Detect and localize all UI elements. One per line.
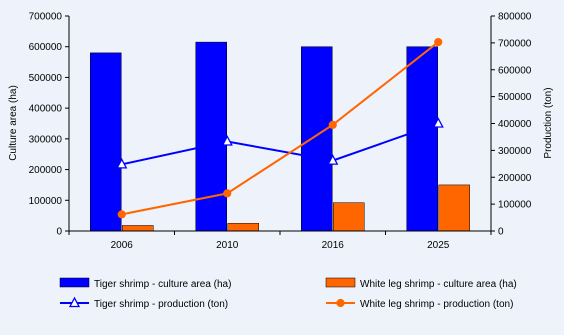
bar bbox=[122, 225, 154, 232]
y2-tick-label: 100000 bbox=[498, 200, 532, 211]
data-point bbox=[327, 154, 339, 165]
legend-label: White leg shrimp - culture area (ha) bbox=[360, 279, 517, 290]
y-tick-label: 400000 bbox=[29, 104, 63, 115]
data-point bbox=[116, 157, 128, 169]
x-tick-label: 2010 bbox=[216, 240, 239, 251]
y-axis-title: Culture area (ha) bbox=[8, 85, 19, 161]
y2-axis-title: Production (ton) bbox=[543, 87, 554, 158]
series-line bbox=[121, 41, 439, 216]
y-tick-label: 200000 bbox=[29, 165, 63, 176]
bar bbox=[406, 46, 438, 232]
data-point bbox=[117, 210, 126, 219]
legend-marker bbox=[336, 298, 345, 308]
y-tick-label: 600000 bbox=[29, 42, 63, 53]
bars-layer bbox=[90, 41, 470, 232]
ticks-layer: 0 100000 200000 300000 400000 500000 600000 700… bbox=[29, 12, 532, 252]
legend-marker bbox=[68, 296, 81, 308]
bar bbox=[301, 46, 333, 232]
y2-tick-label: 300000 bbox=[498, 146, 532, 157]
x-tick-label: 2006 bbox=[111, 240, 134, 251]
y-tick-label: 0 bbox=[56, 227, 62, 238]
y2-tick-label: 700000 bbox=[498, 38, 532, 49]
y-tick-label: 500000 bbox=[29, 73, 63, 84]
bar bbox=[195, 41, 227, 232]
bar bbox=[333, 202, 365, 232]
y2-tick-label: 400000 bbox=[498, 119, 532, 130]
y2-tick-label: 200000 bbox=[498, 173, 532, 184]
legend-label: Tiger shrimp - culture area (ha) bbox=[94, 279, 231, 290]
lines-layer bbox=[116, 37, 444, 219]
y-tick-label: 100000 bbox=[29, 196, 63, 207]
data-point bbox=[434, 37, 443, 47]
y2-tick-label: 800000 bbox=[498, 12, 532, 23]
data-point bbox=[432, 117, 444, 128]
legend-label: White leg shrimp - production (ton) bbox=[360, 299, 513, 310]
data-point bbox=[221, 135, 233, 146]
data-point bbox=[328, 120, 337, 129]
y-tick-label: 300000 bbox=[29, 134, 63, 145]
legend: Tiger shrimp - culture area (ha) White le… bbox=[59, 277, 517, 310]
data-point bbox=[223, 189, 232, 198]
legend-swatch bbox=[59, 277, 90, 288]
bar bbox=[227, 223, 259, 232]
bar bbox=[438, 184, 470, 232]
legend-swatch bbox=[325, 277, 356, 288]
bar bbox=[90, 52, 122, 232]
y-tick-label: 700000 bbox=[29, 12, 63, 23]
x-tick-label: 2016 bbox=[322, 240, 345, 251]
y2-tick-label: 500000 bbox=[498, 92, 532, 103]
legend-label: Tiger shrimp - production (ton) bbox=[94, 299, 228, 310]
x-tick-label: 2025 bbox=[427, 240, 450, 251]
y2-tick-label: 0 bbox=[498, 227, 504, 238]
series-line bbox=[121, 122, 439, 166]
y2-tick-label: 600000 bbox=[498, 65, 532, 76]
